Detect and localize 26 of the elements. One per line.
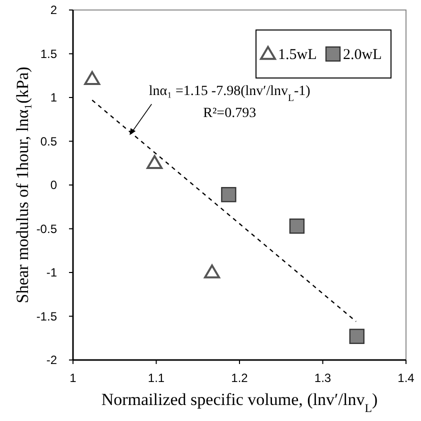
y-tick-label: -1.5: [36, 309, 58, 324]
point: [349, 328, 364, 344]
legend-label: 1.5wL: [278, 47, 317, 63]
point: [84, 71, 100, 86]
y-tick-label: -0.5: [36, 222, 58, 236]
legend-label: 2.0wL: [343, 47, 382, 63]
y-axis-title: Shear modulus of 1hour, lnα₁(kPa): [13, 66, 32, 304]
y-tick-label: -2: [46, 353, 58, 367]
x-tick-label: 1.2: [231, 371, 248, 385]
x-tick-label: 1: [70, 371, 77, 385]
x-tick-label: 1.1: [148, 371, 165, 385]
point: [221, 187, 236, 202]
y-tick-label: 2: [50, 3, 58, 17]
y-tick-label: 1: [50, 90, 58, 104]
point: [204, 264, 220, 278]
annotation: lnα₁ =1.15 -7.98(lnv′/lnv$_{L}$-1): [148, 84, 311, 104]
y-tick-label: 1.5: [40, 46, 58, 61]
x-tick-label: 1.4: [398, 371, 415, 385]
y-tick-label: 0.5: [40, 134, 58, 148]
y-tick-label: 0: [50, 178, 58, 192]
x-tick-label: 1.3: [314, 371, 332, 385]
y-tick-label: -1: [46, 266, 58, 280]
annotation: R²=0.793: [203, 106, 256, 122]
point: [146, 155, 163, 170]
x-axis-title: Normailized specific volume, (lnv′/lnv$_{L}$): [101, 390, 378, 415]
point: [289, 218, 305, 234]
